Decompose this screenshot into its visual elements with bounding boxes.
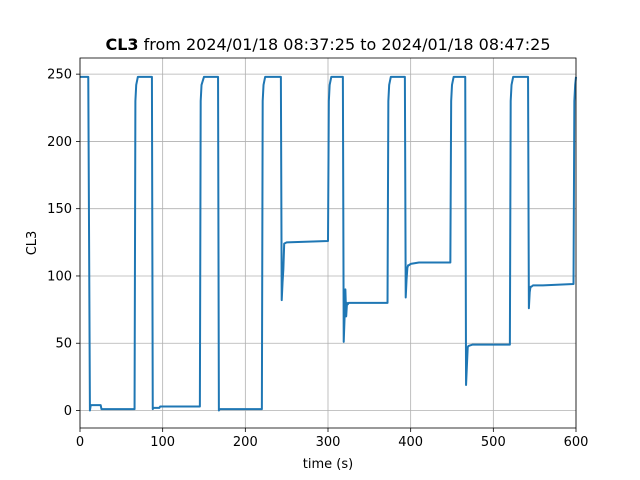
x-tick-label: 0 — [76, 435, 84, 450]
x-tick-label: 500 — [481, 435, 506, 450]
y-tick-label: 100 — [47, 269, 72, 284]
y-tick-label: 250 — [47, 68, 72, 83]
plot-spines — [79, 57, 577, 429]
chart-title-rest: from 2024/01/18 08:37:25 to 2024/01/18 0… — [139, 35, 551, 54]
grid — [79, 58, 577, 428]
y-axis: 0 50 100 150 200 250 — [47, 68, 80, 419]
x-tick-label: 400 — [398, 435, 423, 450]
y-tick-label: 50 — [55, 337, 72, 352]
y-tick-label: 200 — [47, 135, 72, 150]
x-axis-label: time (s) — [303, 457, 353, 472]
y-tick-label: 0 — [64, 404, 72, 419]
plot-area — [80, 75, 577, 412]
x-tick-label: 600 — [564, 435, 589, 450]
x-tick-label: 100 — [150, 435, 175, 450]
x-axis: 0 100 200 300 400 500 600 — [76, 428, 589, 450]
series-line — [80, 75, 577, 412]
y-tick-label: 150 — [47, 202, 72, 217]
y-axis-label: CL3 — [25, 231, 40, 256]
chart-title: CL3 from 2024/01/18 08:37:25 to 2024/01/… — [105, 35, 550, 54]
chart-title-bold: CL3 — [105, 35, 138, 54]
x-tick-label: 200 — [233, 435, 258, 450]
x-tick-label: 300 — [316, 435, 341, 450]
